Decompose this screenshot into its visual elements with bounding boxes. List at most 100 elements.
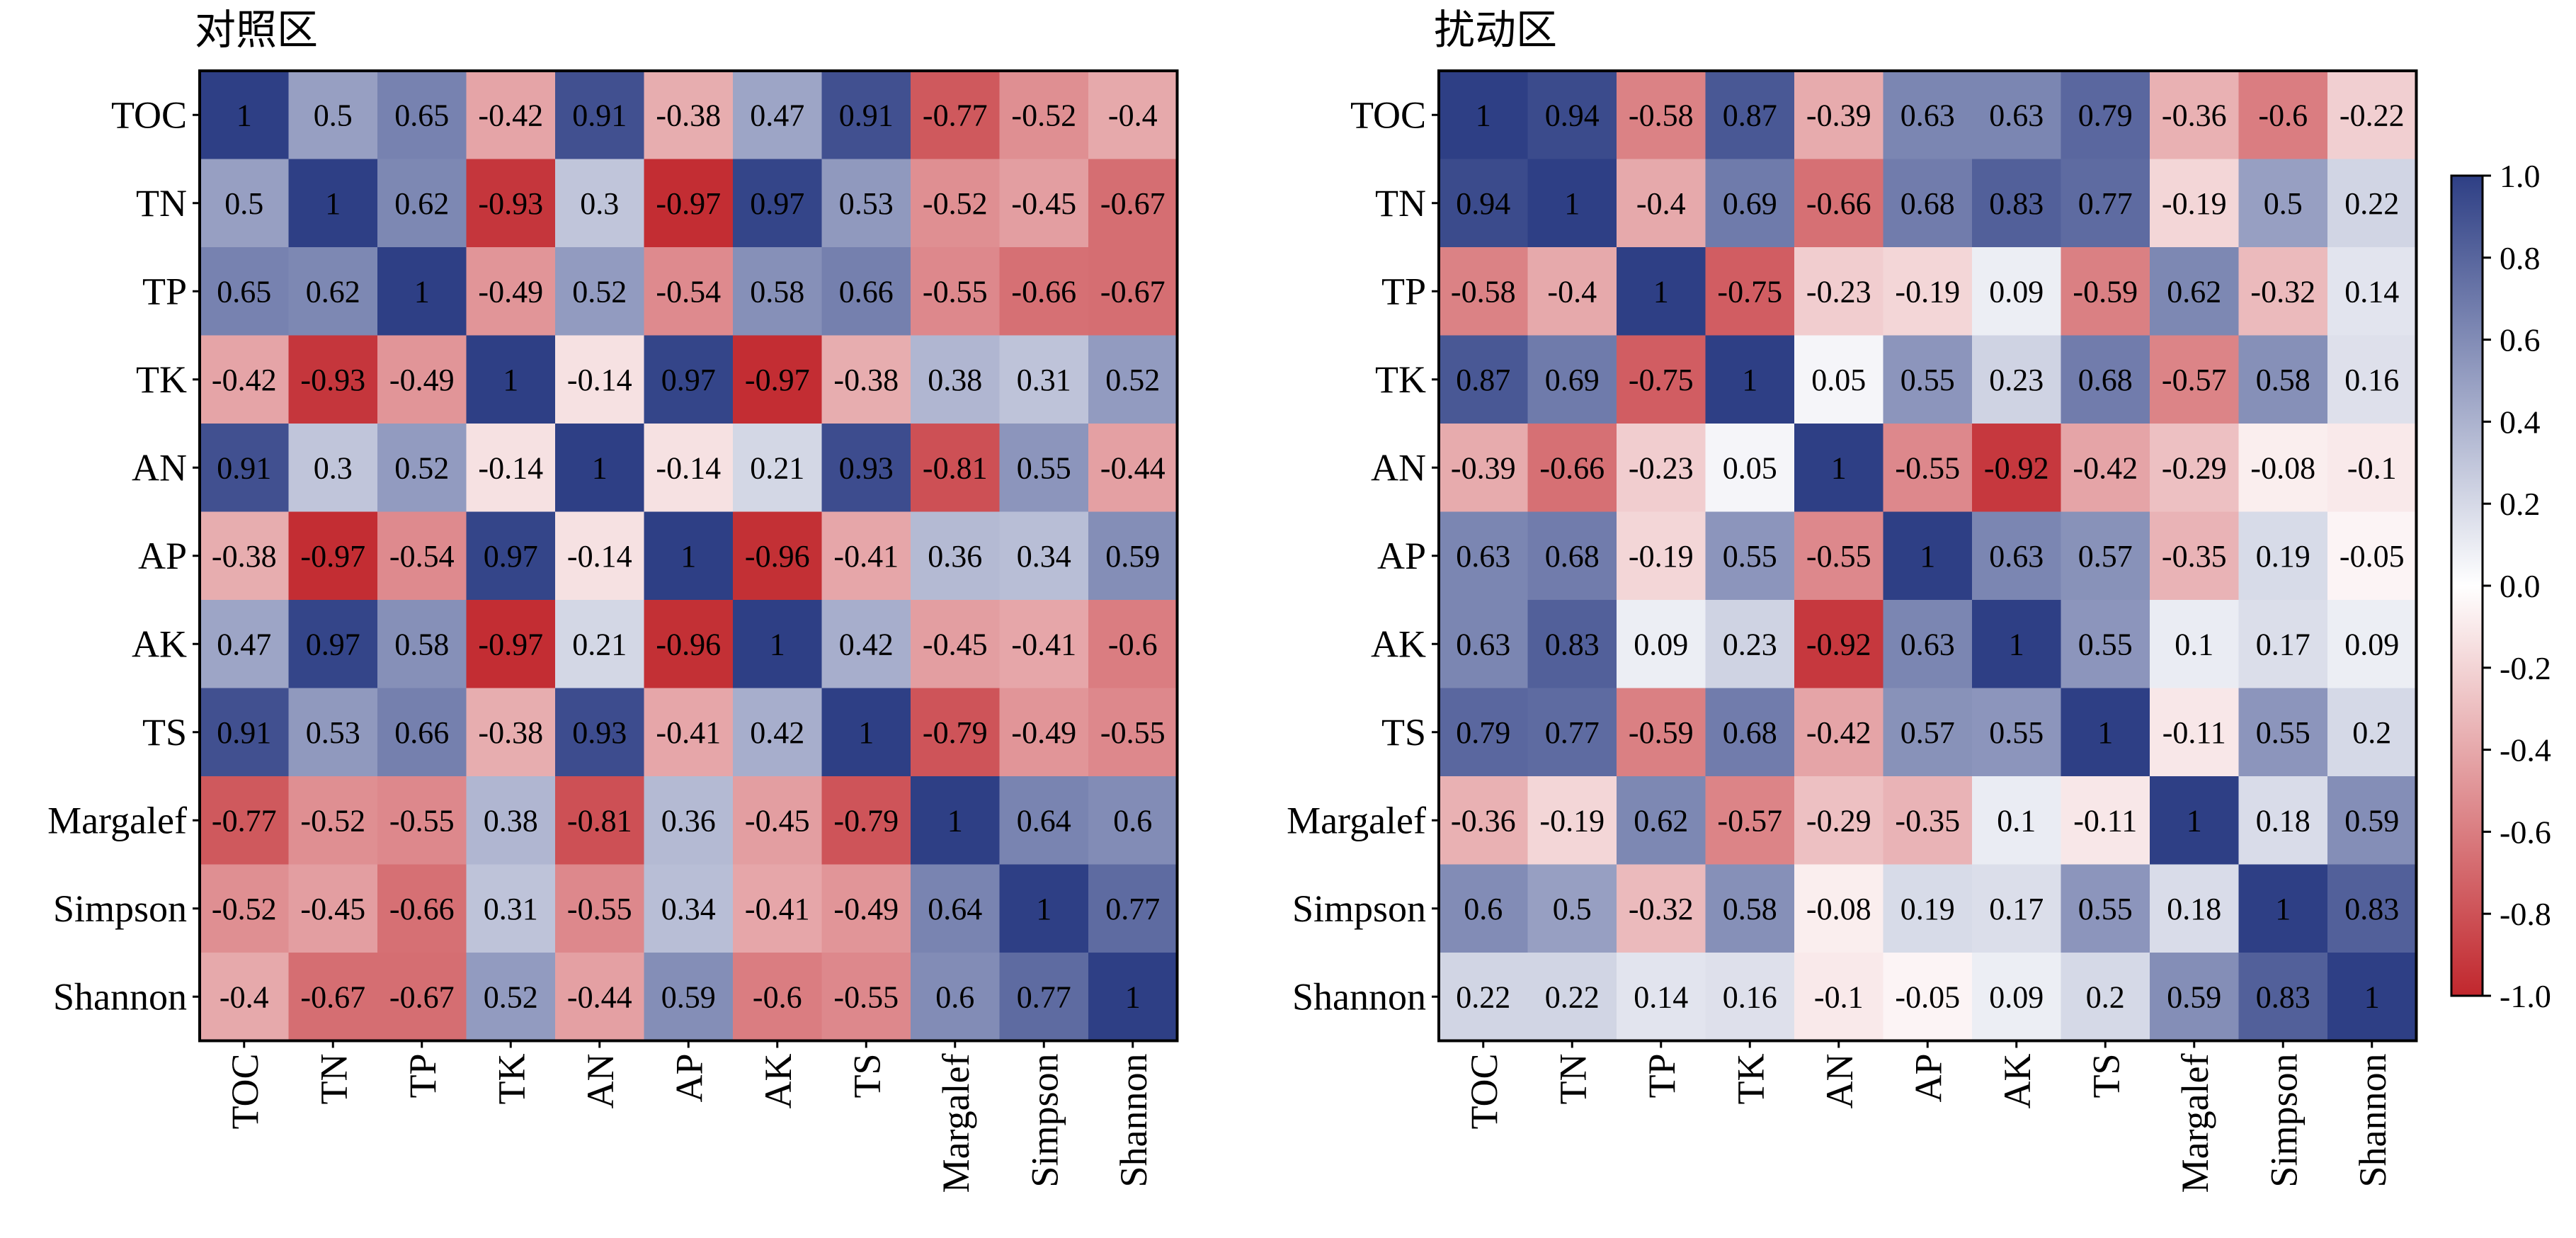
colorbar-tick-label: 1.0 <box>2500 158 2541 194</box>
cell-value: -0.1 <box>2347 450 2397 485</box>
cell-value: 0.91 <box>839 98 894 132</box>
heatmap-cell <box>2061 864 2150 953</box>
cell-value: -0.08 <box>2250 450 2315 485</box>
heatmap-cell <box>1617 776 1706 865</box>
x-tick-label: TOC <box>1463 1054 1505 1130</box>
cell-value: 0.52 <box>394 450 449 485</box>
heatmap-cell <box>2327 688 2417 777</box>
cell-value: 0.94 <box>1545 98 1600 132</box>
heatmap-cell <box>466 953 556 1042</box>
heatmap-cell <box>733 600 823 689</box>
heatmap-cell <box>1883 688 1973 777</box>
cell-value: -0.38 <box>656 98 721 132</box>
cell-value: 1 <box>1476 98 1491 132</box>
heatmap-cell <box>200 776 290 865</box>
cell-value: -0.45 <box>745 803 810 838</box>
heatmap-cell <box>999 600 1089 689</box>
heatmap-cell <box>999 953 1089 1042</box>
heatmap-cell <box>821 511 911 601</box>
cell-value: 0.64 <box>928 892 982 926</box>
heatmap-cell <box>1617 953 1706 1042</box>
heatmap-cell <box>1527 247 1617 336</box>
cell-value: 0.79 <box>1456 715 1510 750</box>
heatmap-cell <box>644 159 734 248</box>
panel-title: 扰动区 <box>1434 6 1557 54</box>
cell-value: 0.22 <box>1456 979 1510 1014</box>
cell-value: 0.47 <box>750 98 804 132</box>
heatmap-cell <box>911 511 1001 601</box>
heatmap-cell <box>288 776 378 865</box>
y-tick-label: TP <box>1381 270 1426 312</box>
y-tick-label: AP <box>138 535 187 577</box>
heatmap-cell <box>2327 600 2417 689</box>
cell-value: -0.44 <box>1100 450 1166 485</box>
heatmap-cell <box>821 71 911 160</box>
cell-value: 0.16 <box>2344 363 2399 397</box>
y-tick-label: Simpson <box>53 887 187 930</box>
heatmap-cell <box>2150 71 2240 160</box>
cell-value: 0.23 <box>1989 363 2044 397</box>
heatmap-cell <box>200 159 290 248</box>
heatmap-cell <box>377 864 467 953</box>
heatmap-cell <box>1439 424 1529 513</box>
cell-value: 1 <box>236 98 252 132</box>
cell-value: -0.58 <box>1629 98 1694 132</box>
heatmap-panel-1: 对照区 1 0.5 0.65 -0.42 0.91 -0.38 0.47 0.91 -0.77 -0… <box>47 6 1179 1193</box>
heatmap-cell <box>2150 953 2240 1042</box>
cell-value: 0.97 <box>750 186 804 221</box>
y-tick-label: TP <box>142 270 187 312</box>
heatmap-cell <box>1088 71 1178 160</box>
heatmap-cell <box>1794 688 1884 777</box>
heatmap-cell <box>2061 776 2150 865</box>
heatmap-cell <box>1794 424 1884 513</box>
cell-value: -0.41 <box>833 539 899 574</box>
cell-value: 0.58 <box>2256 363 2310 397</box>
cell-value: -0.05 <box>2340 539 2405 574</box>
cell-value: -0.55 <box>833 979 899 1014</box>
cell-value: -0.38 <box>478 715 543 750</box>
heatmap-cell <box>200 953 290 1042</box>
cell-value: -0.93 <box>300 363 365 397</box>
cell-value: -0.41 <box>656 715 721 750</box>
x-axis: TOC TN TP TK AN AP AK TS Margalef Simpson Shannon <box>224 1040 1155 1193</box>
heatmap-cell <box>1972 335 2062 424</box>
heatmap-cell <box>1088 600 1178 689</box>
cell-value: 0.97 <box>484 539 538 574</box>
cell-value: 0.62 <box>1634 803 1688 838</box>
heatmap-cell <box>733 776 823 865</box>
cell-value: 0.63 <box>1456 627 1510 661</box>
cell-value: 0.47 <box>217 627 271 661</box>
heatmap-cell <box>555 864 645 953</box>
cell-value: -0.6 <box>753 979 802 1014</box>
cell-value: 0.3 <box>314 450 353 485</box>
heatmap-cell <box>1617 71 1706 160</box>
cell-value: -0.77 <box>923 98 988 132</box>
cell-value: 0.42 <box>839 627 894 661</box>
heatmap-cell <box>1527 864 1617 953</box>
heatmap-cell <box>377 335 467 424</box>
cell-value: 0.94 <box>1456 186 1510 221</box>
cell-value: 1 <box>1125 979 1141 1014</box>
cell-value: -0.32 <box>2250 274 2315 309</box>
heatmap-cell <box>1883 335 1973 424</box>
heatmap-cell <box>2150 247 2240 336</box>
heatmap-cell <box>377 953 467 1042</box>
heatmap-cell <box>1088 688 1178 777</box>
cell-value: -0.35 <box>1895 803 1960 838</box>
cell-value: 0.69 <box>1545 363 1600 397</box>
heatmap-cell <box>911 424 1001 513</box>
heatmap-cell <box>377 247 467 336</box>
cell-value: 1 <box>1831 450 1847 485</box>
y-tick-label: TOC <box>111 93 187 136</box>
cell-value: 0.18 <box>2256 803 2310 838</box>
heatmap-cell <box>644 953 734 1042</box>
cell-value: 0.62 <box>306 274 360 309</box>
colorbar-tick-label: 0.6 <box>2500 322 2541 358</box>
cell-value: -0.66 <box>1806 186 1871 221</box>
heatmap-cell <box>200 864 290 953</box>
cell-value: 0.69 <box>1723 186 1777 221</box>
heatmap-cell <box>288 864 378 953</box>
heatmap-cell <box>1439 71 1529 160</box>
heatmap-cell <box>1794 600 1884 689</box>
